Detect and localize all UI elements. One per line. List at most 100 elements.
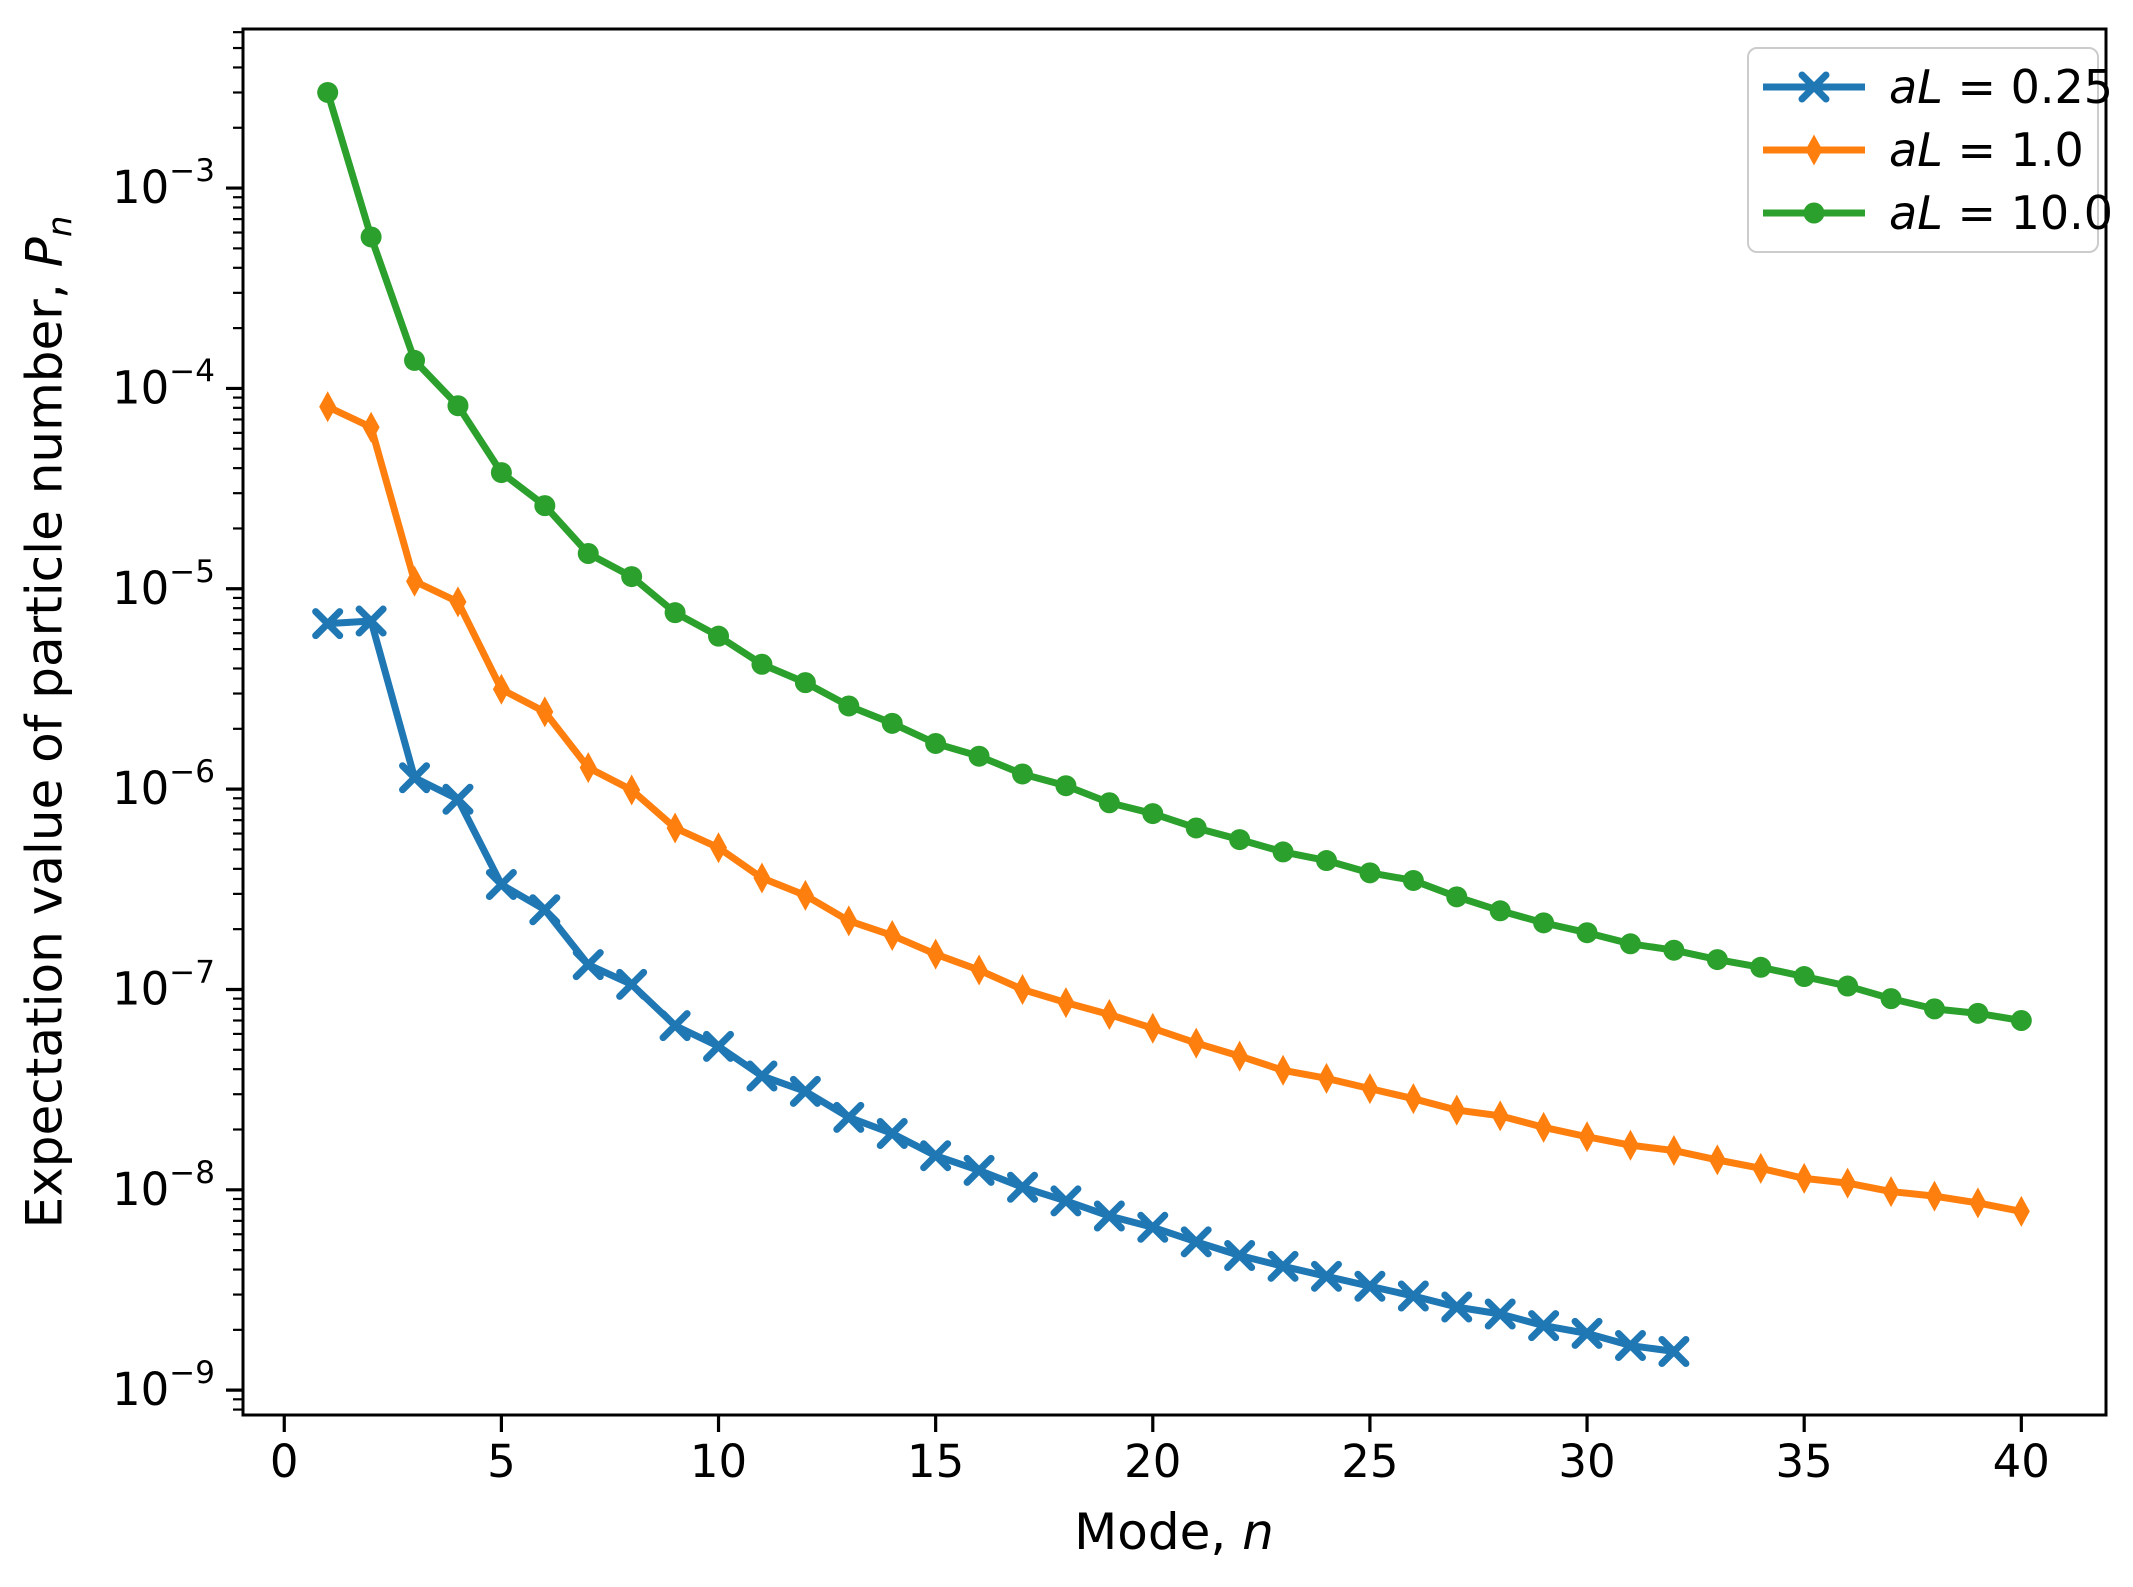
diamond-marker-icon (319, 391, 337, 423)
diamond-marker-icon (1144, 1012, 1162, 1044)
diamond-marker-icon (623, 774, 641, 806)
x-marker-icon (1528, 1310, 1560, 1342)
y-minor-ticks (233, 31, 243, 1411)
diamond-marker-icon (406, 565, 424, 597)
diamond-marker-icon (492, 673, 510, 705)
circle-marker-icon (664, 602, 686, 624)
diamond-marker-icon (1882, 1176, 1900, 1208)
diamond-marker-icon (2012, 1195, 2030, 1227)
circle-marker-icon (1793, 966, 1815, 988)
x-marker-icon (312, 608, 344, 640)
x-marker-icon (442, 783, 474, 815)
legend-entry: aL = 10.0 (1759, 183, 2113, 243)
x-axis-title: Mode, n (1074, 1503, 1274, 1561)
x-marker-icon (1267, 1250, 1299, 1282)
circle-marker-icon (1055, 775, 1077, 797)
legend-label: aL = 1.0 (1889, 122, 2084, 177)
circle-marker-icon (881, 712, 903, 734)
y-tick-label: 10−5 (112, 554, 215, 615)
x-marker-icon (659, 1010, 691, 1042)
x-marker-icon (355, 605, 387, 637)
diamond-marker-icon (362, 411, 380, 443)
diamond-marker-icon (1578, 1121, 1596, 1153)
diamond-marker-icon (1404, 1083, 1422, 1115)
circle-marker-icon (1576, 922, 1598, 944)
circle-marker-icon (1880, 988, 1902, 1010)
circle-marker-icon (1185, 817, 1207, 839)
legend-swatch-icon (1763, 71, 1865, 103)
x-marker-icon (833, 1101, 865, 1133)
plot-frame (241, 27, 2108, 1417)
circle-marker-icon (317, 81, 339, 103)
x-marker-icon (1137, 1211, 1169, 1243)
series-1.0 (319, 391, 2030, 1227)
diamond-marker-icon (536, 696, 554, 728)
x-marker-icon (789, 1075, 821, 1107)
x-marker-icon (1397, 1280, 1429, 1312)
x-marker-icon (1093, 1200, 1125, 1232)
diamond-marker-icon (710, 832, 728, 864)
diamond-marker-icon (1014, 973, 1032, 1005)
circle-marker-icon (1142, 803, 1164, 825)
x-marker-icon (1180, 1226, 1212, 1258)
x-marker-icon (1798, 71, 1830, 103)
diamond-marker-icon (840, 905, 858, 937)
circle-marker-icon (1803, 202, 1825, 224)
legend-swatch-icon (1763, 202, 1865, 224)
x-marker-icon (529, 894, 561, 926)
circle-marker-icon (1229, 829, 1251, 851)
x-marker-icon (485, 869, 517, 901)
diamond-marker-icon (1057, 987, 1075, 1019)
diamond-marker-icon (1925, 1180, 1943, 1212)
circle-marker-icon (1837, 975, 1859, 997)
x-marker-icon (399, 762, 431, 794)
circle-marker-icon (925, 732, 947, 754)
diamond-marker-icon (1100, 998, 1118, 1030)
circle-marker-icon (1706, 949, 1728, 971)
x-marker-icon (876, 1118, 908, 1150)
diamond-marker-icon (1665, 1135, 1683, 1167)
diamond-marker-icon (1317, 1062, 1335, 1094)
diamond-marker-icon (970, 954, 988, 986)
circle-marker-icon (1489, 900, 1511, 922)
x-marker-icon (1050, 1185, 1082, 1217)
x-tick-label: 0 (270, 1435, 299, 1488)
x-tick-label: 5 (487, 1435, 516, 1488)
diamond-marker-icon (579, 752, 597, 784)
diamond-marker-icon (1621, 1129, 1639, 1161)
diamond-marker-icon (796, 879, 814, 911)
diamond-marker-icon (666, 812, 684, 844)
legend-label: aL = 0.25 (1889, 59, 2114, 114)
circle-marker-icon (968, 745, 990, 767)
x-tick-label: 40 (1993, 1435, 2050, 1488)
circle-marker-icon (1272, 841, 1294, 863)
y-tick-label: 10−4 (112, 353, 215, 414)
legend: aL = 0.25 aL = 1.0 aL = 10.0 (1747, 47, 2113, 253)
series-10.0 (317, 81, 2032, 1031)
x-marker-icon (616, 968, 648, 1000)
circle-marker-icon (794, 672, 816, 694)
circle-marker-icon (1967, 1002, 1989, 1024)
circle-marker-icon (1446, 886, 1468, 908)
x-marker-icon (1571, 1317, 1603, 1349)
circle-marker-icon (1923, 998, 1945, 1020)
x-tick-label: 35 (1776, 1435, 1833, 1488)
diamond-marker-icon (1752, 1152, 1770, 1184)
x-marker-icon (1441, 1291, 1473, 1323)
x-tick-label: 15 (907, 1435, 964, 1488)
series-line (324, 88, 2025, 1024)
x-marker-icon (920, 1140, 952, 1172)
x-marker-icon (1484, 1298, 1516, 1330)
diamond-marker-icon (927, 938, 945, 970)
circle-marker-icon (708, 625, 730, 647)
diamond-marker-icon (1839, 1167, 1857, 1199)
diamond-marker-icon (1187, 1027, 1205, 1059)
series-0.25 (312, 605, 1690, 1367)
y-tick-label: 10−3 (112, 153, 215, 214)
diamond-marker-icon (1969, 1187, 1987, 1219)
y-axis-title: Expectation value of particle number, Pn (15, 215, 81, 1229)
circle-marker-icon (534, 495, 556, 517)
diamond-marker-icon (753, 862, 771, 894)
